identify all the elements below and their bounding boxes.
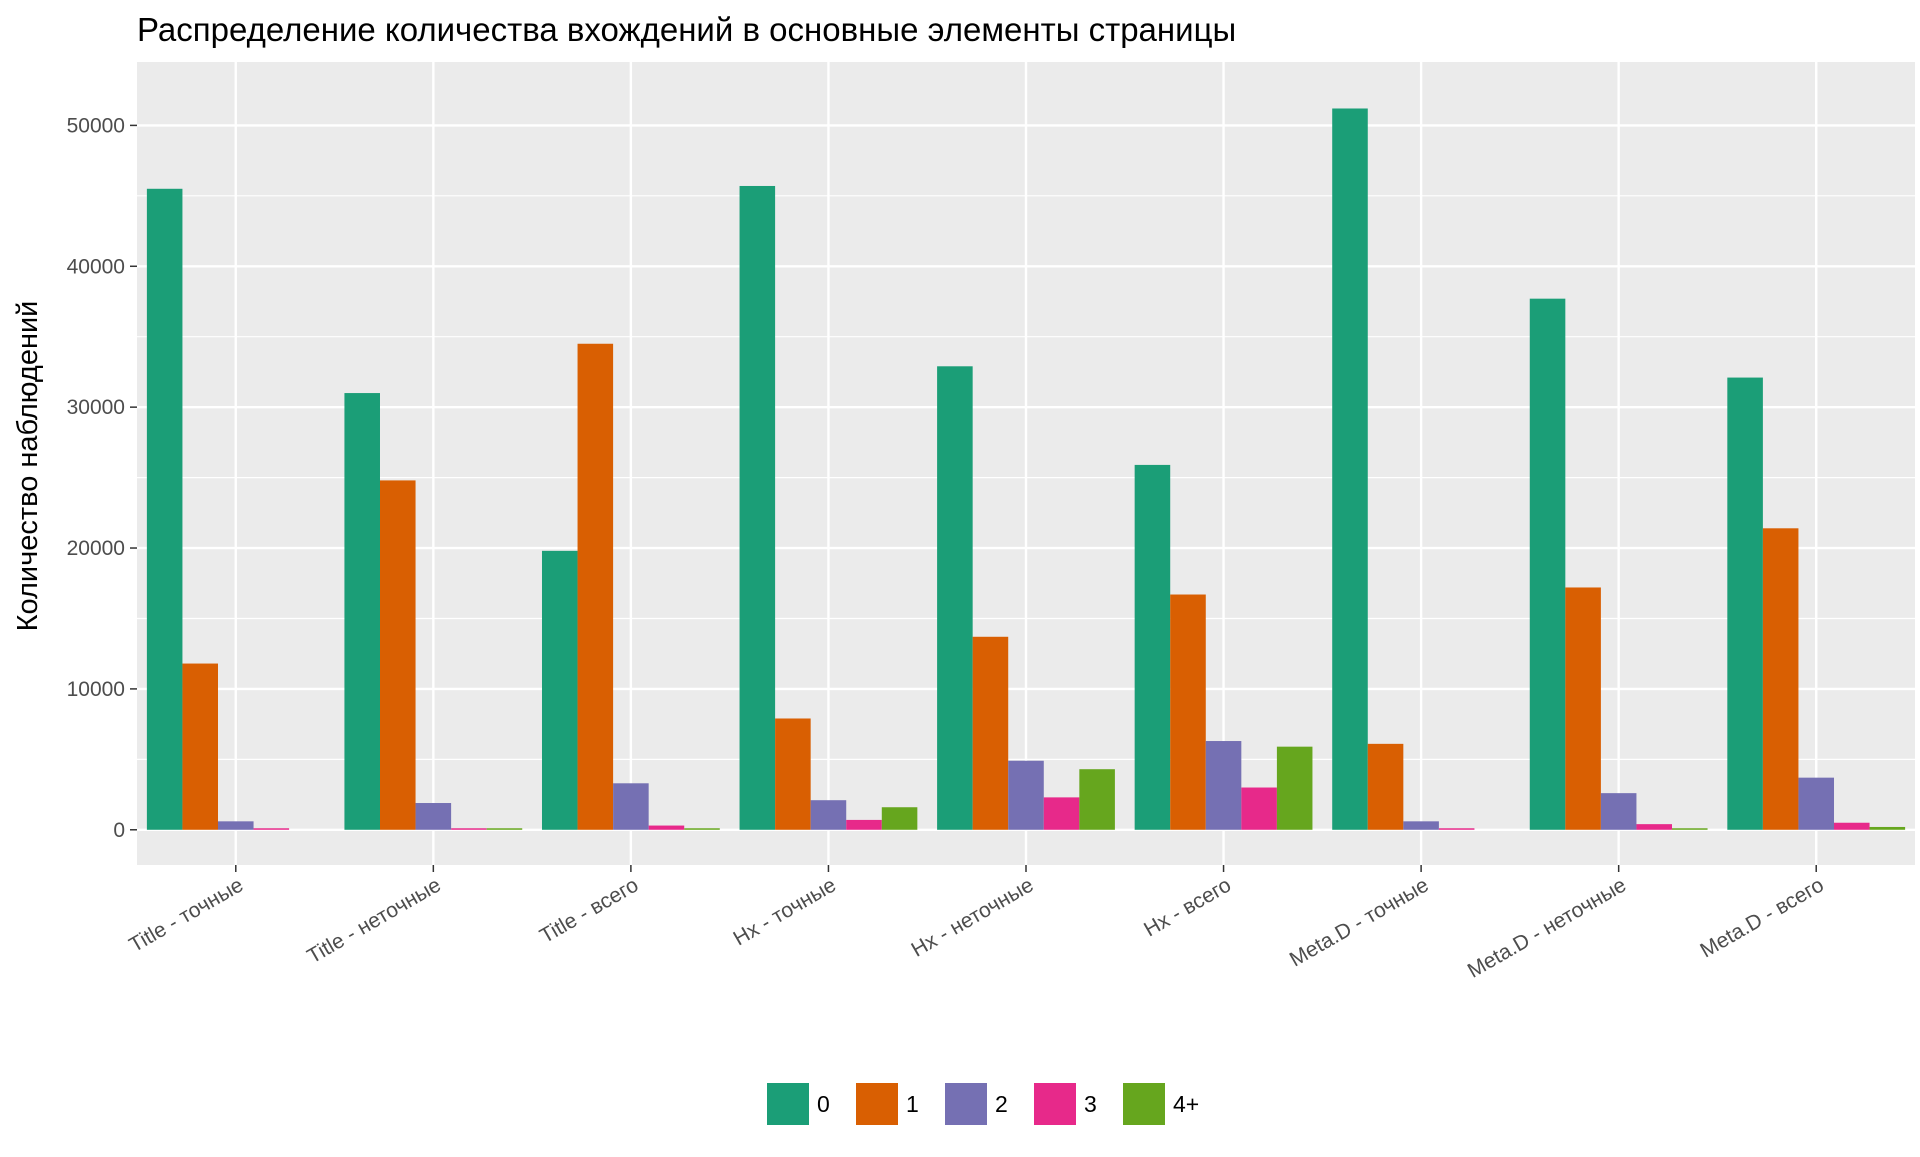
y-axis-title: Количество наблюдений [12, 301, 44, 632]
bar-series-2-4 [810, 800, 847, 830]
bar-series-4+-3 [684, 828, 720, 830]
bar-series-1-5 [972, 636, 1009, 830]
bar-series-1-2 [379, 480, 416, 830]
bar-series-0-1 [146, 188, 183, 830]
bar-series-4+-2 [486, 828, 523, 830]
legend-key-3 [1034, 1083, 1076, 1125]
bar-series-2-1 [217, 821, 254, 830]
bar-series-4+-8 [1672, 828, 1708, 830]
bar-series-4+-6 [1276, 746, 1313, 830]
legend-label: 0 [817, 1091, 830, 1117]
bar-series-3-5 [1043, 797, 1080, 830]
x-tick-label: Hx - точные [730, 873, 840, 950]
bar-series-1-9 [1762, 528, 1799, 830]
x-tick-label: Title - точные [125, 873, 247, 957]
x-tick-label: Meta.D - точные [1286, 873, 1433, 971]
bar-series-4+-4 [881, 807, 918, 830]
bar-series-3-2 [451, 828, 487, 830]
bar-series-0-4 [739, 185, 776, 830]
legend-key-4+ [1123, 1083, 1165, 1125]
y-tick-label: 0 [113, 819, 125, 842]
legend-label: 3 [1084, 1091, 1097, 1117]
legend-key-0 [767, 1083, 809, 1125]
bar-series-2-8 [1600, 793, 1637, 830]
legend-label: 1 [906, 1091, 919, 1117]
bar-series-0-6 [1134, 464, 1171, 830]
bar-series-0-2 [344, 393, 380, 830]
bar-series-0-7 [1332, 108, 1368, 830]
bar-series-3-9 [1834, 822, 1870, 830]
x-tick-label: Hx - всего [1140, 873, 1235, 941]
bar-series-0-8 [1529, 298, 1566, 830]
bar-series-4+-5 [1079, 769, 1115, 830]
bar-series-2-7 [1403, 821, 1439, 830]
bar-series-1-1 [182, 663, 218, 830]
bar-series-2-9 [1798, 777, 1835, 830]
bar-series-2-5 [1008, 760, 1044, 830]
x-tick-label: Meta.D - неточные [1464, 873, 1630, 982]
x-tick-label: Title - неточные [303, 873, 444, 968]
bar-series-2-6 [1205, 741, 1242, 830]
y-tick-label: 30000 [67, 396, 125, 419]
bar-series-1-7 [1367, 743, 1404, 830]
bar-series-3-4 [846, 819, 882, 830]
bar-series-3-3 [648, 825, 685, 830]
x-tick-label: Hx - неточные [908, 873, 1038, 961]
bar-series-0-3 [541, 550, 578, 830]
x-tick-label: Title - всего [536, 873, 642, 948]
bar-series-0-9 [1727, 377, 1763, 830]
bar-series-0-5 [937, 366, 973, 830]
x-tick-label: Meta.D - всего [1696, 873, 1827, 962]
bar-series-3-6 [1241, 787, 1277, 830]
bar-series-1-8 [1565, 587, 1601, 830]
bar-series-2-2 [415, 803, 452, 830]
grid-lines [137, 62, 1915, 865]
y-tick-label: 10000 [67, 678, 125, 701]
bar-series-1-6 [1170, 594, 1206, 830]
legend-key-1 [856, 1083, 898, 1125]
legend-key-2 [945, 1083, 987, 1125]
bar-series-4+-9 [1869, 826, 1906, 830]
bar-series-1-4 [775, 718, 811, 830]
bar-series-3-1 [253, 828, 290, 830]
bar-series-1-3 [577, 343, 614, 830]
legend: 0 1 2 3 4+ [767, 1083, 1199, 1125]
bars [146, 108, 1906, 830]
chart-title: Распределение количества вхождений в осн… [137, 11, 1236, 48]
y-tick-label: 20000 [67, 537, 125, 560]
bar-series-3-8 [1636, 824, 1673, 830]
bar-series-3-7 [1438, 828, 1475, 830]
legend-label: 2 [995, 1091, 1008, 1117]
y-tick-label: 50000 [67, 114, 125, 137]
bar-series-2-3 [613, 783, 649, 830]
y-tick-label: 40000 [67, 255, 125, 278]
legend-label: 4+ [1173, 1091, 1199, 1117]
